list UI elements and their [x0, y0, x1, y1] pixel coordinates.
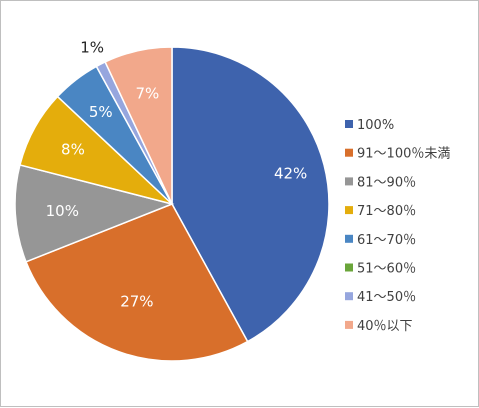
- legend-label-7: 41～50％: [357, 290, 416, 305]
- legend-swatch-3: [345, 177, 353, 186]
- data-label-7: 1%: [80, 38, 104, 56]
- legend-swatch-7: [345, 292, 353, 301]
- legend-label-6: 51～60％: [357, 262, 416, 277]
- data-label-4: 8%: [61, 141, 85, 159]
- legend-swatch-8: [345, 320, 353, 329]
- slice-8: [104, 46, 173, 205]
- legend-swatch-1: [345, 120, 353, 128]
- legend-label-5: 61～70％: [357, 233, 416, 248]
- slice-3: [14, 164, 175, 263]
- legend-swatch-2: [345, 148, 353, 157]
- legend-label-3: 81～90％: [357, 175, 416, 190]
- data-label-5: 5%: [89, 103, 113, 121]
- legend-label-4: 71～80％: [357, 204, 416, 219]
- data-label-2: 27%: [120, 292, 153, 310]
- data-label-3: 10%: [46, 202, 79, 220]
- legend-swatch-6: [345, 263, 353, 272]
- slice-1: [171, 46, 330, 343]
- legend-swatch-5: [345, 234, 353, 243]
- legend-label-1: 100%: [357, 118, 394, 133]
- legend-swatch-4: [345, 206, 353, 215]
- legend-label-8: 40％以下: [357, 319, 413, 334]
- data-label-1: 42%: [274, 165, 307, 183]
- data-label-8: 7%: [135, 85, 159, 103]
- legend-label-2: 91～100％未満: [357, 147, 450, 162]
- legend: 100% 91～100％未満 81～90％ 71～80％ 61～70％ 51～60％ 41～…: [345, 118, 450, 334]
- slice-2: [25, 203, 249, 362]
